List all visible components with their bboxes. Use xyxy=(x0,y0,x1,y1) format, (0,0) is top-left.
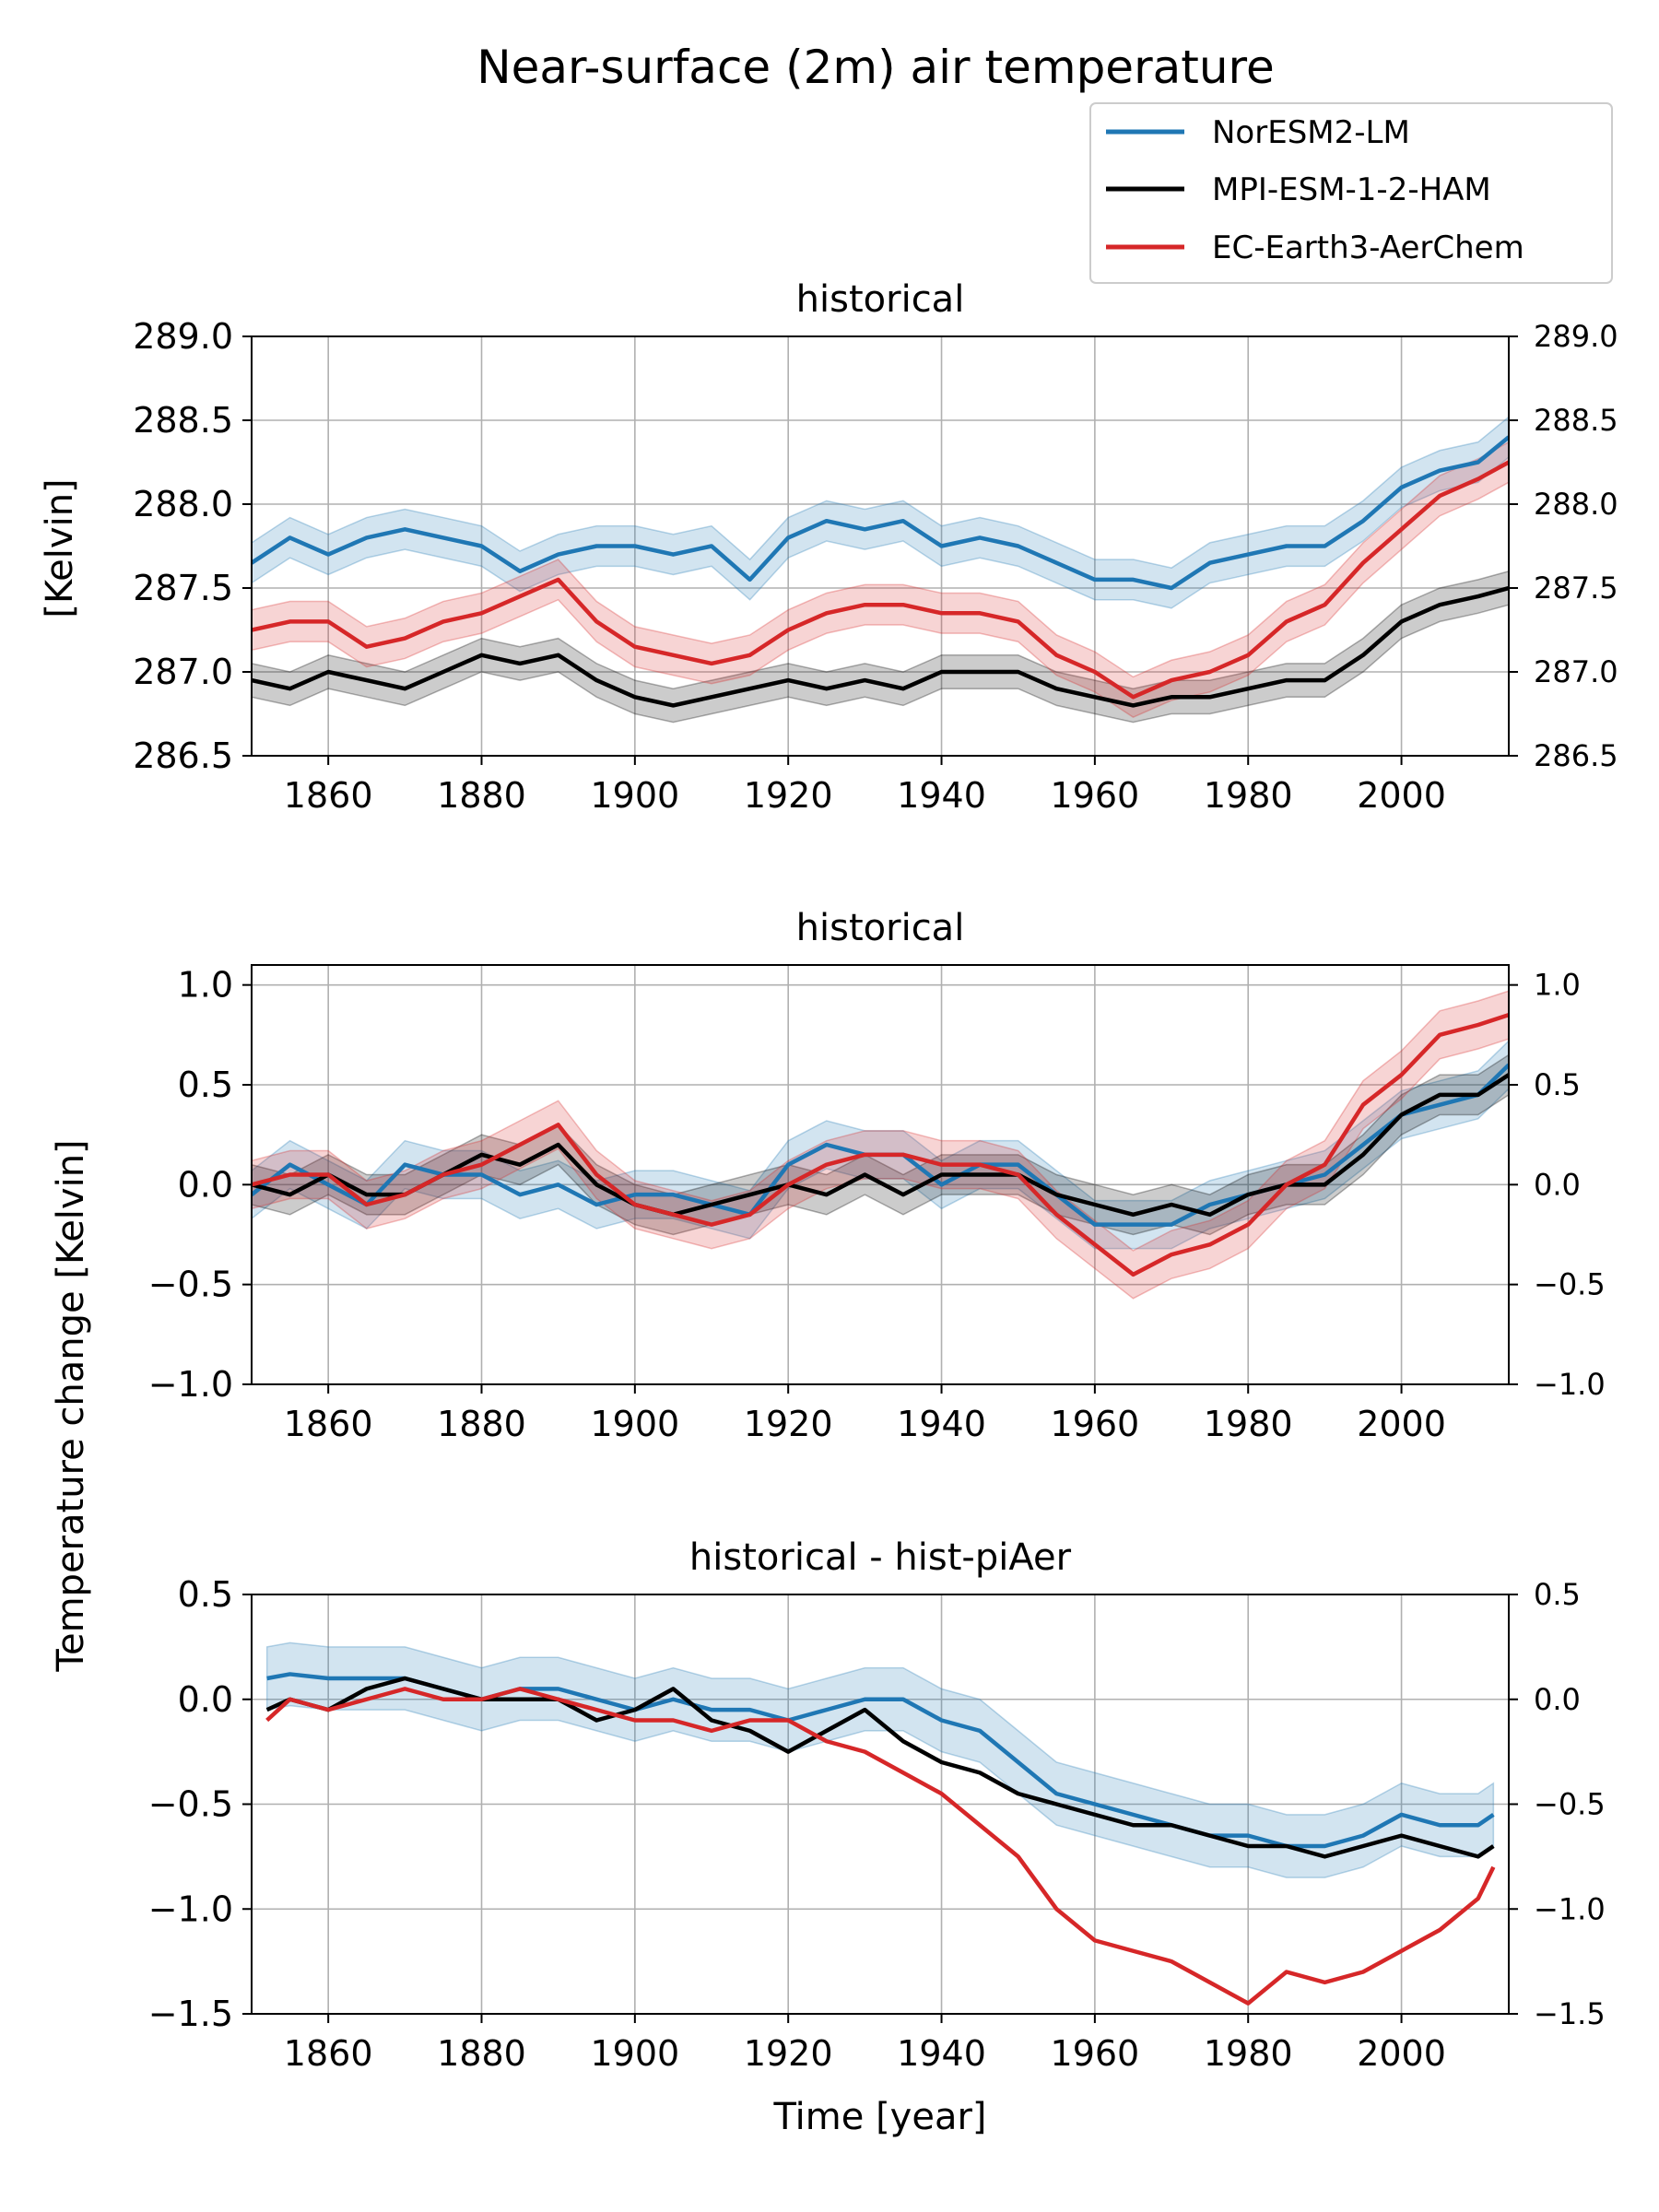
panel-temperature-change: historical 1860 1880 1900 1920 1940 1960 1980 20… xyxy=(148,907,1606,1444)
panel-1-x-tick-label-1960: 1960 xyxy=(1051,1404,1140,1444)
panel-0-title: historical xyxy=(796,278,965,321)
panel-2-x-tick-label-2000: 2000 xyxy=(1357,2033,1446,2074)
panel-2-y-tick-label-left-1: −1.0 xyxy=(148,1888,233,1929)
panel-1-title: historical xyxy=(796,907,965,949)
panel-0-band-mpi-esm-1-2-ham xyxy=(252,571,1509,724)
panel-0-x-tick-label-1980: 1980 xyxy=(1204,775,1293,816)
panel-2-x-tick-label-1940: 1940 xyxy=(897,2033,986,2074)
panel-0-axes-frame xyxy=(251,335,1510,757)
panel-2-x-tick-label-1900: 1900 xyxy=(590,2033,679,2074)
panel-0-y-tick-label-left-2: 287.5 xyxy=(133,568,233,608)
panel-0-y-tick-label-right-1: 287.0 xyxy=(1534,654,1618,689)
panel-0-y-tick-label-right-2: 287.5 xyxy=(1534,571,1618,606)
panel-2-series-ec-earth3-aerchem xyxy=(265,1687,1496,2006)
panel-0-x-tick-label-2000: 2000 xyxy=(1357,775,1446,816)
legend-label-noresm: NorESM2-LM xyxy=(1212,114,1410,151)
panel-0-x-tick-label-1920: 1920 xyxy=(744,775,833,816)
panel-1-x-tick-label-1880: 1880 xyxy=(437,1404,526,1444)
panel-1-band-ec-earth3-aerchem xyxy=(252,990,1509,1300)
panel-1-axes-frame xyxy=(251,964,1510,1385)
panel-0-x-tick-label-1900: 1900 xyxy=(590,775,679,816)
panel-2-y-tick-label-right-4: 0.5 xyxy=(1534,1577,1581,1612)
figure-title: Near-surface (2m) air temperature xyxy=(477,41,1275,94)
legend-frame xyxy=(1089,102,1613,284)
legend-label-ecearth: EC-Earth3-AerChem xyxy=(1212,229,1524,266)
panel-absolute-temperature: historical 1860 1880 1900 1920 1940 1960 1980 20… xyxy=(133,278,1618,816)
y-axis-label-temperature-change: Temperature change [Kelvin] xyxy=(50,1139,92,1672)
panel-0-series-noresm2-lm xyxy=(252,435,1509,591)
panel-0-y-tick-label-left-5: 289.0 xyxy=(133,316,233,357)
panel-0-y-tick-label-right-3: 288.0 xyxy=(1534,487,1618,522)
panel-1-y-tick-label-right-0: −1.0 xyxy=(1534,1367,1606,1402)
panel-1-y-tick-label-right-3: 0.5 xyxy=(1534,1067,1581,1102)
panel-1-y-tick-label-right-1: −0.5 xyxy=(1534,1267,1606,1302)
panel-2-y-tick-label-left-0: −1.5 xyxy=(148,1994,233,2034)
panel-0-series-mpi-esm-1-2-ham xyxy=(252,585,1509,708)
panel-1-series-mpi-esm-1-2-ham xyxy=(252,1073,1509,1218)
panel-0-x-tick-label-1880: 1880 xyxy=(437,775,526,816)
panel-1-y-tick-label-left-0: −1.0 xyxy=(148,1364,233,1405)
panel-2-title: historical - hist-piAer xyxy=(689,1536,1072,1579)
panel-1-x-tick-label-1940: 1940 xyxy=(897,1404,986,1444)
x-axis-label-time: Time [year] xyxy=(772,2096,986,2138)
panel-1-y-tick-label-left-4: 1.0 xyxy=(178,965,233,1006)
panel-0-y-tick-label-right-4: 288.5 xyxy=(1534,403,1618,438)
legend: NorESM2-LM MPI-ESM-1-2-HAM EC-Earth3-Aer… xyxy=(1089,102,1613,284)
panel-2-x-tick-label-1960: 1960 xyxy=(1051,2033,1140,2074)
panel-0-band-noresm2-lm xyxy=(252,416,1509,609)
panel-0-y-tick-label-left-0: 286.5 xyxy=(133,735,233,776)
panel-2-y-tick-label-right-3: 0.0 xyxy=(1534,1682,1581,1717)
panel-1-x-tick-label-1920: 1920 xyxy=(744,1404,833,1444)
panel-0-x-tick-label-1940: 1940 xyxy=(897,775,986,816)
y-axis-label-kelvin: [Kelvin] xyxy=(39,478,81,618)
panel-aerosol-difference: historical - hist-piAer 1860 1880 1900 1920 1… xyxy=(148,1536,1606,2074)
panel-2-series-mpi-esm-1-2-ham xyxy=(265,1676,1495,1859)
panel-0-x-tick-label-1960: 1960 xyxy=(1051,775,1140,816)
panel-1-x-tick-label-1860: 1860 xyxy=(284,1404,373,1444)
panel-1-band-noresm2-lm xyxy=(252,1040,1509,1250)
panel-2-y-tick-label-left-2: −0.5 xyxy=(148,1784,233,1825)
panel-2-x-tick-label-1980: 1980 xyxy=(1204,2033,1293,2074)
panel-0-y-tick-label-left-1: 287.0 xyxy=(133,652,233,692)
panel-1-y-tick-label-left-3: 0.5 xyxy=(178,1065,233,1105)
panel-1-y-tick-label-right-2: 0.0 xyxy=(1534,1167,1581,1202)
panel-1-x-tick-label-1980: 1980 xyxy=(1204,1404,1293,1444)
panel-2-x-tick-label-1920: 1920 xyxy=(744,2033,833,2074)
panel-2-x-tick-label-1880: 1880 xyxy=(437,2033,526,2074)
legend-label-mpi: MPI-ESM-1-2-HAM xyxy=(1212,171,1491,208)
panel-0-y-tick-label-right-5: 289.0 xyxy=(1534,319,1618,354)
panel-1-y-tick-label-right-4: 1.0 xyxy=(1534,968,1581,1003)
panel-1-plot-area xyxy=(252,990,1509,1300)
panel-2-y-tick-label-right-2: −0.5 xyxy=(1534,1787,1606,1822)
panel-0-x-tick-label-1860: 1860 xyxy=(284,775,373,816)
panel-2-y-tick-label-right-0: −1.5 xyxy=(1534,1996,1606,2031)
panel-0-y-tick-label-left-4: 288.5 xyxy=(133,400,233,441)
panel-0-y-tick-label-right-0: 286.5 xyxy=(1534,738,1618,773)
panel-0-band-ec-earth3-aerchem xyxy=(252,441,1509,718)
panel-1-band-mpi-esm-1-2-ham xyxy=(252,1053,1509,1236)
panel-2-plot-area xyxy=(265,1641,1496,2006)
panel-1-x-tick-label-2000: 2000 xyxy=(1357,1404,1446,1444)
panel-1-x-tick-label-1900: 1900 xyxy=(590,1404,679,1444)
panel-1-series-ec-earth3-aerchem xyxy=(252,1013,1509,1277)
panel-2-x-tick-label-1860: 1860 xyxy=(284,2033,373,2074)
panel-0-series-ec-earth3-aerchem xyxy=(252,460,1509,700)
panel-1-y-tick-label-left-1: −0.5 xyxy=(148,1265,233,1305)
panel-2-y-tick-label-right-1: −1.0 xyxy=(1534,1891,1606,1926)
panel-2-y-tick-label-left-4: 0.5 xyxy=(178,1574,233,1615)
panel-1-y-tick-label-left-2: 0.0 xyxy=(178,1164,233,1205)
panel-0-plot-area xyxy=(252,416,1509,724)
panel-2-y-tick-label-left-3: 0.0 xyxy=(178,1679,233,1720)
panel-0-y-tick-label-left-3: 288.0 xyxy=(133,484,233,524)
